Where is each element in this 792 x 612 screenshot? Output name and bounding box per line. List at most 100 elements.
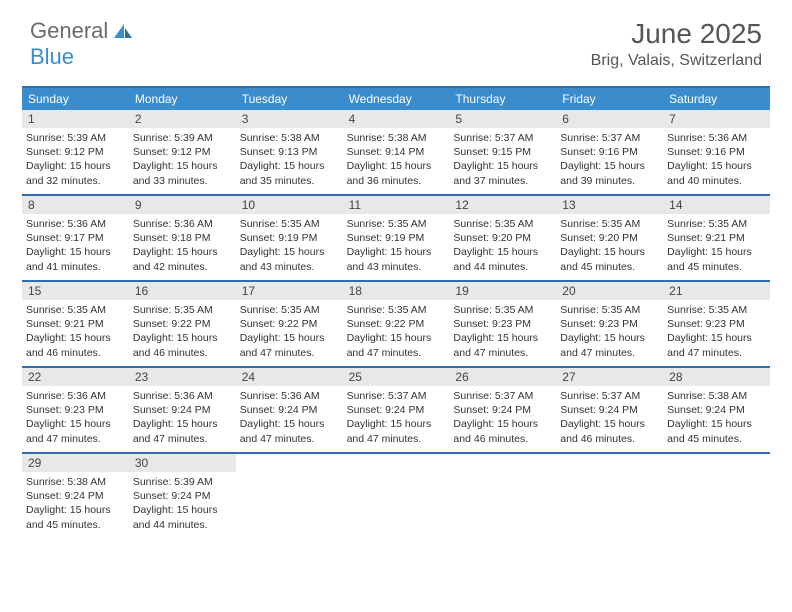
sunset-line: Sunset: 9:24 PM bbox=[347, 403, 446, 417]
sunset-line: Sunset: 9:20 PM bbox=[560, 231, 659, 245]
sunrise-line: Sunrise: 5:35 AM bbox=[453, 217, 552, 231]
day-cell: 15Sunrise: 5:35 AMSunset: 9:21 PMDayligh… bbox=[22, 282, 129, 366]
day-number: 6 bbox=[556, 110, 663, 128]
day-cell: 14Sunrise: 5:35 AMSunset: 9:21 PMDayligh… bbox=[663, 196, 770, 280]
sunrise-line: Sunrise: 5:35 AM bbox=[667, 217, 766, 231]
sunset-line: Sunset: 9:23 PM bbox=[26, 403, 125, 417]
day-cell: 1 Sunrise: 5:39 AMSunset: 9:12 PMDaylight… bbox=[22, 110, 129, 194]
daylight-line: Daylight: 15 hours and 47 minutes. bbox=[133, 417, 232, 445]
sunrise-line: Sunrise: 5:35 AM bbox=[347, 303, 446, 317]
sunrise-line: Sunrise: 5:38 AM bbox=[347, 131, 446, 145]
day-number: 19 bbox=[449, 282, 556, 300]
sunset-line: Sunset: 9:12 PM bbox=[133, 145, 232, 159]
day-cell: 19Sunrise: 5:35 AMSunset: 9:23 PMDayligh… bbox=[449, 282, 556, 366]
day-cell: 4Sunrise: 5:38 AMSunset: 9:14 PMDaylight… bbox=[343, 110, 450, 194]
sunset-line: Sunset: 9:12 PM bbox=[26, 145, 125, 159]
day-cell: 8Sunrise: 5:36 AMSunset: 9:17 PMDaylight… bbox=[22, 196, 129, 280]
day-cell: 7Sunrise: 5:36 AMSunset: 9:16 PMDaylight… bbox=[663, 110, 770, 194]
day-header: Sunday bbox=[22, 88, 129, 110]
day-number: 7 bbox=[663, 110, 770, 128]
day-header: Wednesday bbox=[343, 88, 450, 110]
daylight-line: Daylight: 15 hours and 43 minutes. bbox=[240, 245, 339, 273]
sunset-line: Sunset: 9:18 PM bbox=[133, 231, 232, 245]
day-cell: 12Sunrise: 5:35 AMSunset: 9:20 PMDayligh… bbox=[449, 196, 556, 280]
day-number: 30 bbox=[129, 454, 236, 472]
sunrise-line: Sunrise: 5:37 AM bbox=[453, 131, 552, 145]
daylight-line: Daylight: 15 hours and 35 minutes. bbox=[240, 159, 339, 187]
day-cell: 2Sunrise: 5:39 AMSunset: 9:12 PMDaylight… bbox=[129, 110, 236, 194]
day-headers-row: SundayMondayTuesdayWednesdayThursdayFrid… bbox=[22, 88, 770, 110]
sunset-line: Sunset: 9:21 PM bbox=[26, 317, 125, 331]
day-cell: 17Sunrise: 5:35 AMSunset: 9:22 PMDayligh… bbox=[236, 282, 343, 366]
day-cell: 26Sunrise: 5:37 AMSunset: 9:24 PMDayligh… bbox=[449, 368, 556, 452]
day-number: 25 bbox=[343, 368, 450, 386]
week-row: 8Sunrise: 5:36 AMSunset: 9:17 PMDaylight… bbox=[22, 196, 770, 282]
sunrise-line: Sunrise: 5:38 AM bbox=[240, 131, 339, 145]
day-cell: 28Sunrise: 5:38 AMSunset: 9:24 PMDayligh… bbox=[663, 368, 770, 452]
sunrise-line: Sunrise: 5:36 AM bbox=[667, 131, 766, 145]
daylight-line: Daylight: 15 hours and 32 minutes. bbox=[26, 159, 125, 187]
day-number: 13 bbox=[556, 196, 663, 214]
sunrise-line: Sunrise: 5:35 AM bbox=[560, 217, 659, 231]
sunset-line: Sunset: 9:22 PM bbox=[133, 317, 232, 331]
day-cell: 24Sunrise: 5:36 AMSunset: 9:24 PMDayligh… bbox=[236, 368, 343, 452]
daylight-line: Daylight: 15 hours and 46 minutes. bbox=[453, 417, 552, 445]
day-number: 17 bbox=[236, 282, 343, 300]
day-cell: 10Sunrise: 5:35 AMSunset: 9:19 PMDayligh… bbox=[236, 196, 343, 280]
sunrise-line: Sunrise: 5:36 AM bbox=[240, 389, 339, 403]
day-header: Tuesday bbox=[236, 88, 343, 110]
sunset-line: Sunset: 9:24 PM bbox=[453, 403, 552, 417]
day-number: 23 bbox=[129, 368, 236, 386]
daylight-line: Daylight: 15 hours and 37 minutes. bbox=[453, 159, 552, 187]
daylight-line: Daylight: 15 hours and 44 minutes. bbox=[133, 503, 232, 531]
daylight-line: Daylight: 15 hours and 47 minutes. bbox=[453, 331, 552, 359]
day-number: 3 bbox=[236, 110, 343, 128]
day-number: 12 bbox=[449, 196, 556, 214]
day-number: 29 bbox=[22, 454, 129, 472]
logo-text-2: Blue bbox=[30, 44, 74, 70]
day-cell: 13Sunrise: 5:35 AMSunset: 9:20 PMDayligh… bbox=[556, 196, 663, 280]
day-number: 15 bbox=[22, 282, 129, 300]
sunset-line: Sunset: 9:24 PM bbox=[26, 489, 125, 503]
daylight-line: Daylight: 15 hours and 39 minutes. bbox=[560, 159, 659, 187]
empty-cell bbox=[343, 454, 450, 538]
day-number: 8 bbox=[22, 196, 129, 214]
day-cell: 3 Sunrise: 5:38 AMSunset: 9:13 PMDaylight… bbox=[236, 110, 343, 194]
sunrise-line: Sunrise: 5:36 AM bbox=[133, 217, 232, 231]
sunrise-line: Sunrise: 5:37 AM bbox=[560, 131, 659, 145]
daylight-line: Daylight: 15 hours and 47 minutes. bbox=[240, 331, 339, 359]
day-header: Monday bbox=[129, 88, 236, 110]
daylight-line: Daylight: 15 hours and 46 minutes. bbox=[26, 331, 125, 359]
logo-sail-icon bbox=[112, 22, 134, 40]
daylight-line: Daylight: 15 hours and 47 minutes. bbox=[347, 417, 446, 445]
day-number: 1 bbox=[22, 110, 129, 128]
page-title: June 2025 bbox=[591, 18, 762, 50]
sunset-line: Sunset: 9:13 PM bbox=[240, 145, 339, 159]
sunrise-line: Sunrise: 5:38 AM bbox=[667, 389, 766, 403]
sunrise-line: Sunrise: 5:35 AM bbox=[560, 303, 659, 317]
empty-cell bbox=[236, 454, 343, 538]
sunset-line: Sunset: 9:24 PM bbox=[133, 489, 232, 503]
day-number: 16 bbox=[129, 282, 236, 300]
sunrise-line: Sunrise: 5:39 AM bbox=[133, 131, 232, 145]
day-number: 2 bbox=[129, 110, 236, 128]
daylight-line: Daylight: 15 hours and 47 minutes. bbox=[240, 417, 339, 445]
daylight-line: Daylight: 15 hours and 36 minutes. bbox=[347, 159, 446, 187]
sunrise-line: Sunrise: 5:37 AM bbox=[347, 389, 446, 403]
sunset-line: Sunset: 9:23 PM bbox=[453, 317, 552, 331]
sunset-line: Sunset: 9:24 PM bbox=[133, 403, 232, 417]
empty-cell bbox=[449, 454, 556, 538]
sunrise-line: Sunrise: 5:36 AM bbox=[133, 389, 232, 403]
sunrise-line: Sunrise: 5:39 AM bbox=[26, 131, 125, 145]
day-cell: 23 Sunrise: 5:36 AMSunset: 9:24 PMDayligh… bbox=[129, 368, 236, 452]
sunrise-line: Sunrise: 5:35 AM bbox=[240, 303, 339, 317]
sunrise-line: Sunrise: 5:35 AM bbox=[240, 217, 339, 231]
day-number: 26 bbox=[449, 368, 556, 386]
day-cell: 18Sunrise: 5:35 AMSunset: 9:22 PMDayligh… bbox=[343, 282, 450, 366]
day-cell: 16Sunrise: 5:35 AMSunset: 9:22 PMDayligh… bbox=[129, 282, 236, 366]
location: Brig, Valais, Switzerland bbox=[591, 52, 762, 70]
daylight-line: Daylight: 15 hours and 47 minutes. bbox=[26, 417, 125, 445]
sunrise-line: Sunrise: 5:37 AM bbox=[560, 389, 659, 403]
day-number: 10 bbox=[236, 196, 343, 214]
empty-cell bbox=[556, 454, 663, 538]
